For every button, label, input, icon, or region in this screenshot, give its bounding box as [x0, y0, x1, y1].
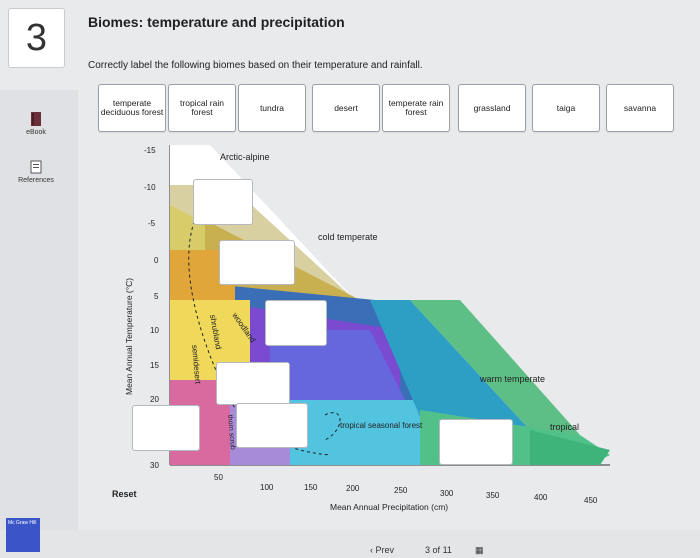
zone-label-arctic: Arctic-alpine [220, 152, 270, 162]
thorn-scrub-label: thorn scrub [226, 415, 236, 451]
y-tick: 20 [150, 395, 159, 404]
label-savanna[interactable]: savanna [606, 84, 674, 132]
x-tick: 400 [534, 493, 548, 502]
x-tick: 150 [304, 483, 318, 492]
biome-diagram: -15 -10 -5 0 5 10 15 20 30 50 100 150 20… [110, 130, 630, 525]
y-tick: 15 [150, 361, 159, 370]
y-tick: 30 [150, 461, 159, 470]
zone-label-tropical: tropical [550, 422, 579, 432]
x-tick: 450 [584, 496, 598, 505]
x-tick: 100 [260, 483, 274, 492]
references-button[interactable]: References [4, 160, 68, 184]
ebook-label: eBook [26, 129, 46, 136]
y-axis-label: Mean Annual Temperature (°C) [124, 278, 134, 395]
ebook-button[interactable]: eBook [4, 112, 68, 136]
prev-button[interactable]: ‹ Prev [370, 545, 395, 555]
x-axis-label: Mean Annual Precipitation (cm) [330, 502, 448, 512]
references-label: References [18, 177, 54, 184]
drop-target[interactable] [216, 362, 290, 405]
reset-button[interactable]: Reset [112, 489, 137, 499]
drop-target[interactable] [132, 405, 200, 451]
page-indicator: 3 of 11 [425, 545, 452, 555]
drop-target[interactable] [219, 240, 295, 285]
x-tick: 50 [214, 473, 223, 482]
x-tick: 200 [346, 484, 360, 493]
tropical-seasonal-label: tropical seasonal forest [340, 421, 423, 430]
footer-bar [0, 530, 700, 558]
y-tick: 0 [154, 256, 159, 265]
semidesert-label: semidesert [190, 344, 202, 385]
drop-target[interactable] [236, 403, 308, 448]
label-desert[interactable]: desert [312, 84, 380, 132]
grid-icon[interactable]: ▦ [475, 545, 484, 555]
label-tundra[interactable]: tundra [238, 84, 306, 132]
document-icon [30, 160, 42, 174]
label-taiga[interactable]: taiga [532, 84, 600, 132]
side-panel: eBook References [0, 90, 78, 530]
label-temperate-rain-forest[interactable]: temperate rain forest [382, 84, 450, 132]
label-bank: temperate deciduous forest tropical rain… [98, 84, 698, 136]
label-temperate-deciduous-forest[interactable]: temperate deciduous forest [98, 84, 166, 132]
label-grassland[interactable]: grassland [458, 84, 526, 132]
zone-label-warm: warm temperate [479, 374, 545, 384]
publisher-logo: Mc Graw Hill [6, 518, 40, 552]
drop-target[interactable] [193, 179, 253, 225]
drop-target[interactable] [439, 419, 513, 465]
book-icon [30, 112, 42, 126]
y-tick: -15 [144, 146, 156, 155]
x-tick: 250 [394, 486, 408, 495]
y-tick: 5 [154, 292, 159, 301]
y-tick: -10 [144, 183, 156, 192]
zone-label-cold: cold temperate [318, 232, 378, 242]
x-tick: 350 [486, 491, 500, 500]
question-number: 3 [8, 8, 65, 68]
question-instruction: Correctly label the following biomes bas… [88, 60, 423, 71]
label-tropical-rain-forest[interactable]: tropical rain forest [168, 84, 236, 132]
drop-target[interactable] [265, 300, 327, 346]
y-tick: 10 [150, 326, 159, 335]
y-tick: -5 [148, 219, 156, 228]
question-title: Biomes: temperature and precipitation [88, 14, 345, 30]
x-tick: 300 [440, 489, 454, 498]
